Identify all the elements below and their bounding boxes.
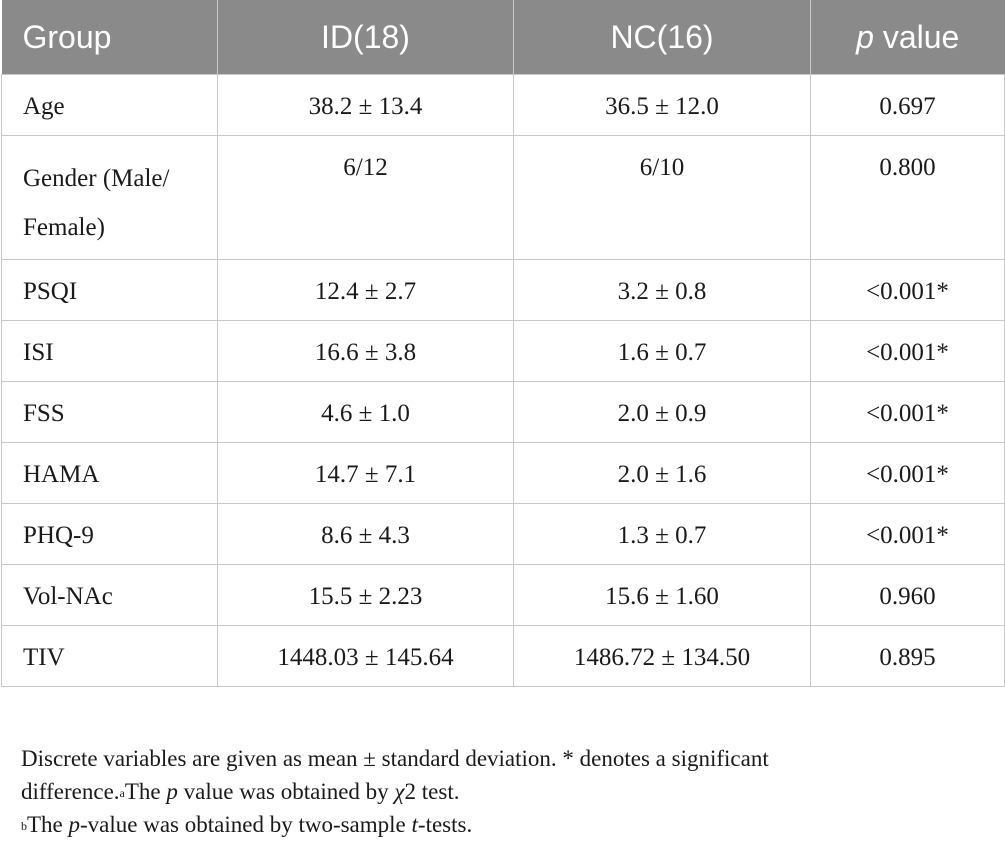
table-row: FSS 4.6 ± 1.0 2.0 ± 0.9 <0.001* <box>1 381 1005 443</box>
cell-p: <0.001* <box>810 503 1005 565</box>
header-group: Group <box>1 0 218 75</box>
cell-nc: 2.0 ± 0.9 <box>513 381 811 443</box>
cell-p: <0.001* <box>810 320 1005 382</box>
footnote-chi-symbol: χ <box>394 779 405 804</box>
footnote-marker-b: b <box>21 819 27 833</box>
cell-p: <0.001* <box>810 442 1005 504</box>
footnote-text: The <box>27 812 69 837</box>
row-label-line2: Female) <box>23 214 105 241</box>
table-footnotes: Discrete variables are given as mean ± s… <box>21 742 991 841</box>
row-label-line1: Gender (Male/ <box>23 165 170 192</box>
row-label: ISI <box>1 320 218 382</box>
cell-id: 14.7 ± 7.1 <box>217 442 514 504</box>
header-p-italic: p <box>856 19 874 55</box>
cell-id: 4.6 ± 1.0 <box>217 381 514 443</box>
cell-id: 38.2 ± 13.4 <box>217 74 514 136</box>
footnote-text: 2 test. <box>404 779 460 804</box>
header-p-value: p value <box>810 0 1005 75</box>
footnote-italic-p: p <box>166 779 178 804</box>
footnote-italic-p: p <box>68 812 81 837</box>
cell-nc: 15.6 ± 1.60 <box>513 564 811 626</box>
cell-id: 6/12 <box>217 135 514 260</box>
header-nc: NC(16) <box>513 0 811 75</box>
cell-nc: 1.3 ± 0.7 <box>513 503 811 565</box>
cell-p: <0.001* <box>810 259 1005 321</box>
header-p-rest: value <box>873 19 960 55</box>
cell-nc: 3.2 ± 0.8 <box>513 259 811 321</box>
table-row: PSQI 12.4 ± 2.7 3.2 ± 0.8 <0.001* <box>1 259 1005 321</box>
row-label: Vol-NAc <box>1 564 218 626</box>
table-row: ISI 16.6 ± 3.8 1.6 ± 0.7 <0.001* <box>1 320 1005 382</box>
cell-nc: 1.6 ± 0.7 <box>513 320 811 382</box>
cell-p: <0.001* <box>810 381 1005 443</box>
cell-id: 1448.03 ± 145.64 <box>217 625 514 687</box>
footnote-text: -tests. <box>417 812 473 837</box>
footnote-line-3: bThe p-value was obtained by two-sample … <box>21 808 991 841</box>
cell-id: 15.5 ± 2.23 <box>217 564 514 626</box>
row-label: PHQ-9 <box>1 503 218 565</box>
cell-nc: 1486.72 ± 134.50 <box>513 625 811 687</box>
header-id: ID(18) <box>217 0 514 75</box>
table-row: Vol-NAc 15.5 ± 2.23 15.6 ± 1.60 0.960 <box>1 564 1005 626</box>
cell-nc: 6/10 <box>513 135 811 260</box>
table-row: PHQ-9 8.6 ± 4.3 1.3 ± 0.7 <0.001* <box>1 503 1005 565</box>
footnote-text: value was obtained by <box>177 779 395 804</box>
cell-p: 0.800 <box>810 135 1005 260</box>
row-label: TIV <box>1 625 218 687</box>
row-label: PSQI <box>1 259 218 321</box>
row-label: Age <box>1 74 218 136</box>
cell-p: 0.895 <box>810 625 1005 687</box>
cell-p: 0.697 <box>810 74 1005 136</box>
table-row: Gender (Male/Female) 6/12 6/10 0.800 <box>1 135 1005 260</box>
table-row: TIV 1448.03 ± 145.64 1486.72 ± 134.50 0.… <box>1 625 1005 687</box>
cell-id: 16.6 ± 3.8 <box>217 320 514 382</box>
demographics-table-container: Group ID(18) NC(16) p value Age 38.2 ± 1… <box>1 0 1005 687</box>
footnote-line-1: Discrete variables are given as mean ± s… <box>21 746 769 771</box>
cell-id: 12.4 ± 2.7 <box>217 259 514 321</box>
table-row: Age 38.2 ± 13.4 36.5 ± 12.0 0.697 <box>1 74 1005 136</box>
row-label: Gender (Male/Female) <box>1 135 218 260</box>
row-label: HAMA <box>1 442 218 504</box>
footnote-line-2: difference.aThe p value was obtained by … <box>21 775 991 808</box>
footnote-italic-t: t <box>411 812 418 837</box>
footnote-marker-a: a <box>119 786 125 800</box>
cell-nc: 2.0 ± 1.6 <box>513 442 811 504</box>
row-label: FSS <box>1 381 218 443</box>
footnote-text: -value was obtained by two-sample <box>80 812 412 837</box>
footnote-text: The <box>124 779 167 804</box>
cell-nc: 36.5 ± 12.0 <box>513 74 811 136</box>
demographics-table: Group ID(18) NC(16) p value Age 38.2 ± 1… <box>1 0 1005 687</box>
table-header-row: Group ID(18) NC(16) p value <box>1 0 1005 75</box>
cell-p: 0.960 <box>810 564 1005 626</box>
cell-id: 8.6 ± 4.3 <box>217 503 514 565</box>
table-row: HAMA 14.7 ± 7.1 2.0 ± 1.6 <0.001* <box>1 442 1005 504</box>
footnote-text: difference. <box>21 779 120 804</box>
